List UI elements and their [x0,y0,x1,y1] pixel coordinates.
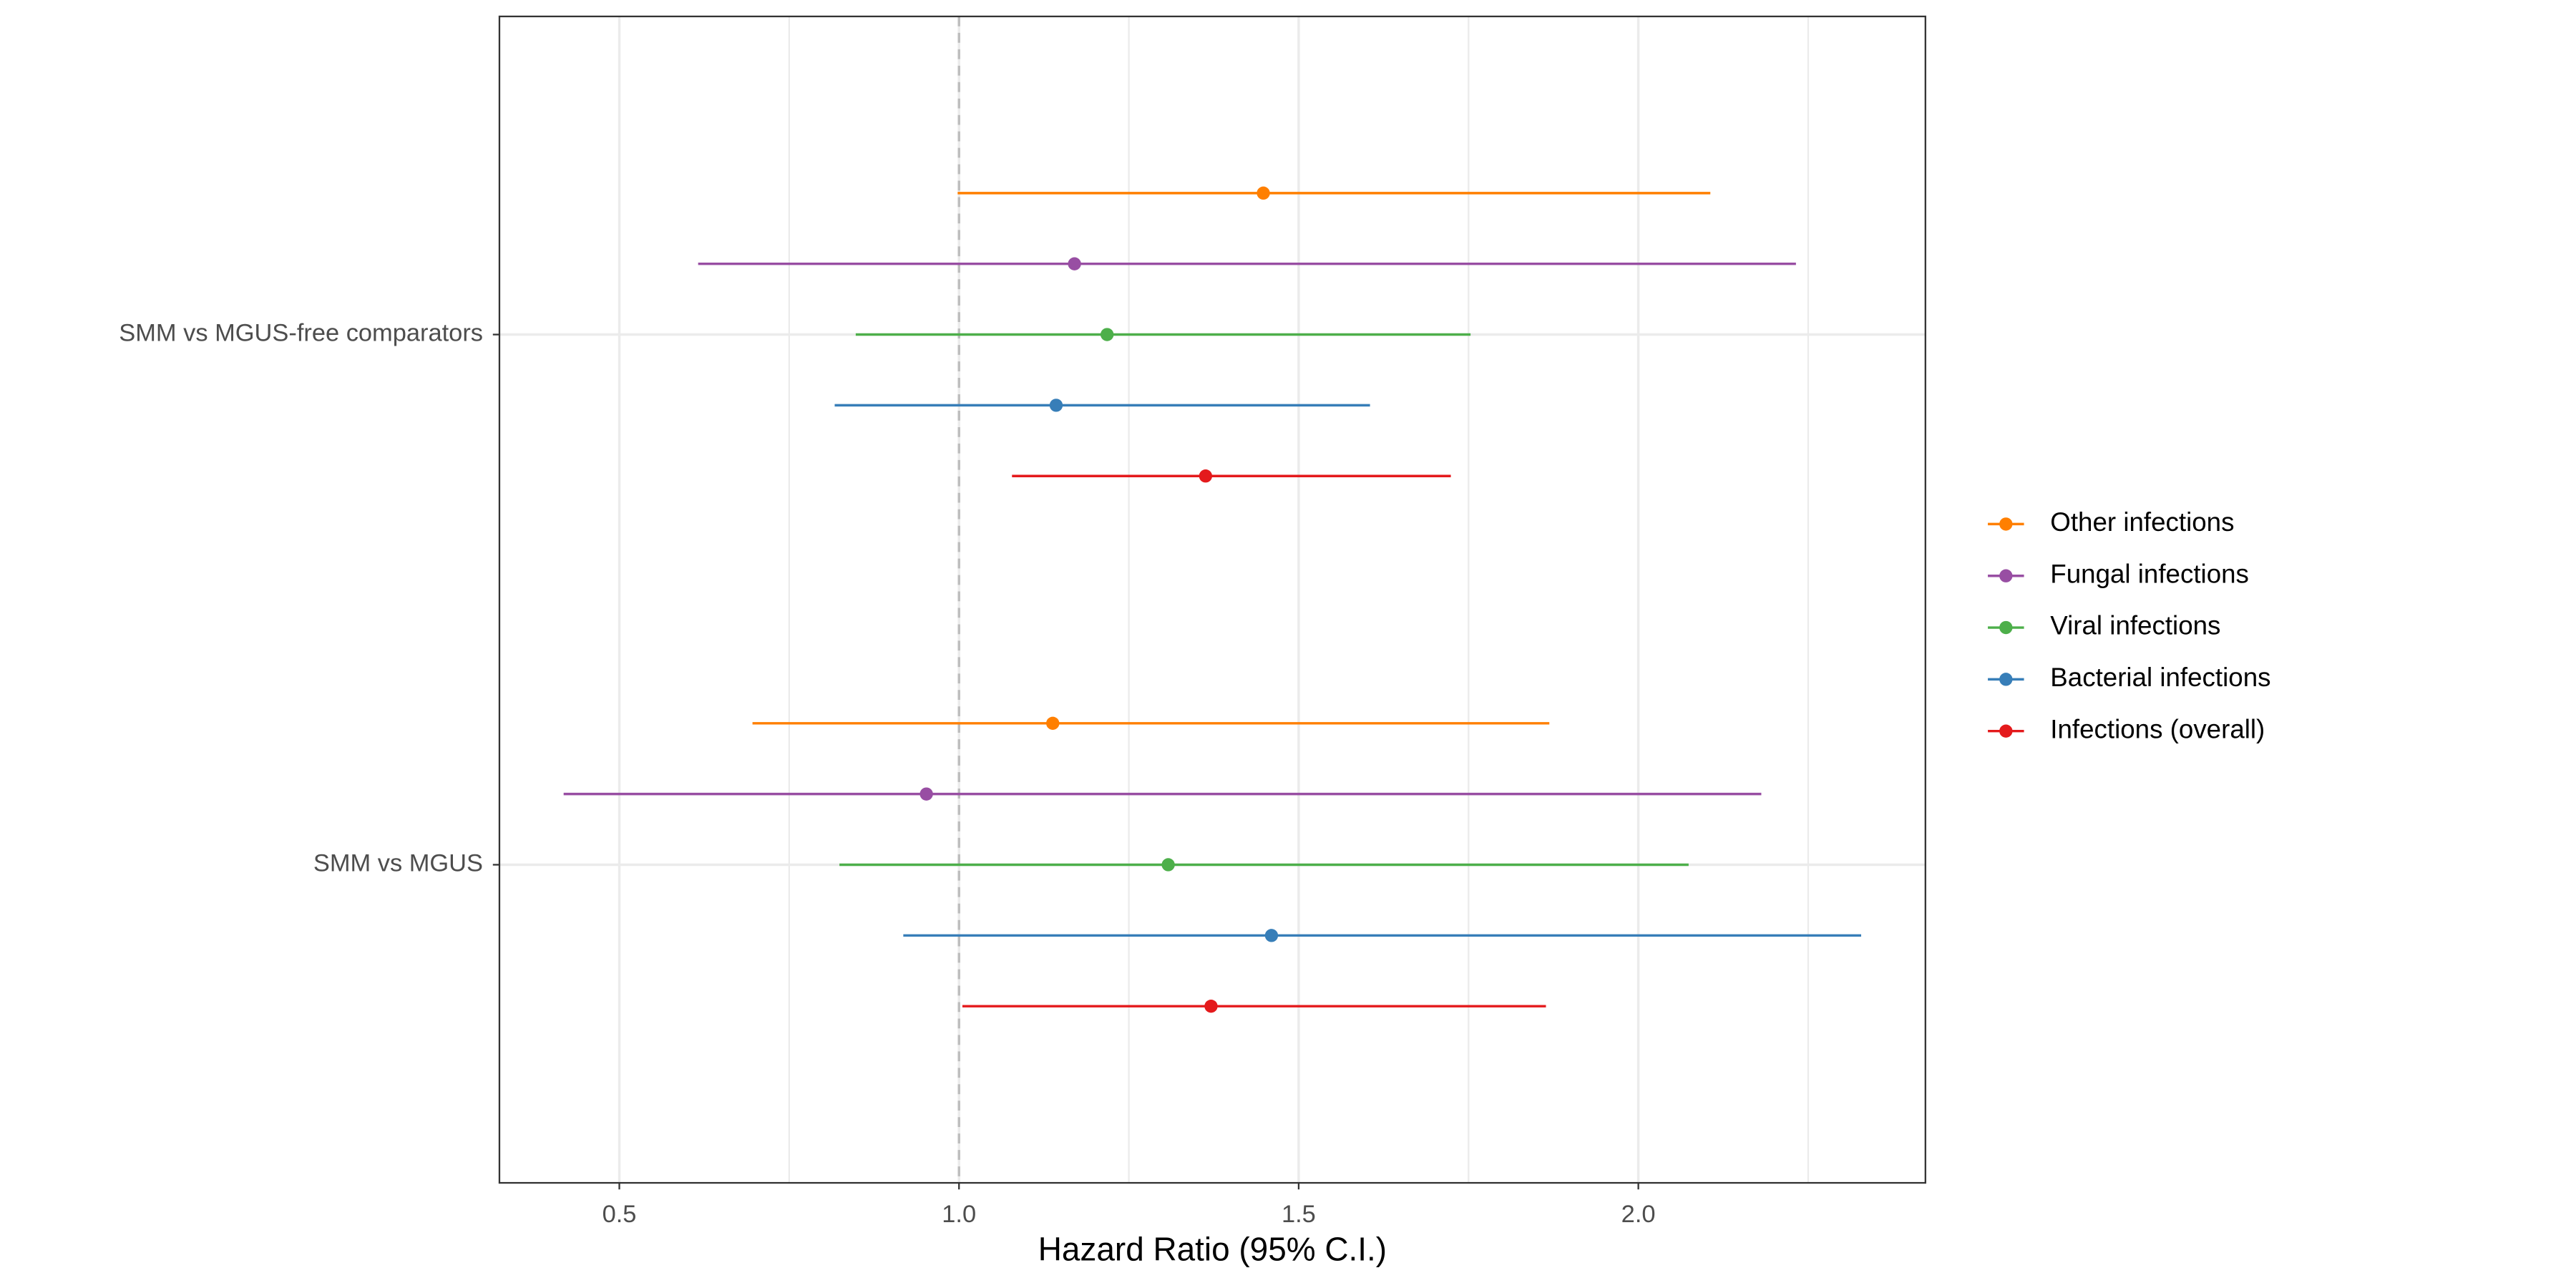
axes: 0.5 1.0 1.5 2.0 SMM vs MGUS-free comparators… [119,320,1655,1228]
point-estimate [1161,858,1175,872]
point-estimate [1046,716,1060,730]
x-tick-label: 2.0 [1621,1201,1656,1228]
legend-label: Other infections [2050,507,2234,537]
x-axis-title: Hazard Ratio (95% C.I.) [1038,1231,1387,1268]
x-tick-label: 1.0 [942,1201,976,1228]
legend-label: Viral infections [2050,611,2220,640]
point-estimate [1049,399,1063,412]
x-tick-label: 1.5 [1282,1201,1316,1228]
panel-border [498,15,1926,1184]
marks [563,186,1862,1013]
legend-point [1999,620,2013,635]
point-estimate [1101,328,1114,341]
point-estimate [919,787,933,801]
point-estimate [1264,929,1279,942]
legend-point [1999,673,2013,686]
y-tick-label: SMM vs MGUS-free comparators [119,320,483,347]
legend-point [1999,569,2013,582]
point-estimate [1204,999,1218,1013]
x-tick-label: 0.5 [602,1201,637,1228]
legend-point [1999,724,2013,738]
point-estimate [1257,186,1270,200]
point-estimate [1068,257,1081,270]
legend-label: Infections (overall) [2050,714,2265,743]
legend: Other infections Fungal infections Viral i… [1988,507,2270,743]
legend-label: Fungal infections [2050,559,2249,588]
y-tick-label: SMM vs MGUS [313,850,483,877]
point-estimate [1199,469,1213,483]
legend-point [1999,517,2013,531]
legend-label: Bacterial infections [2050,663,2270,692]
